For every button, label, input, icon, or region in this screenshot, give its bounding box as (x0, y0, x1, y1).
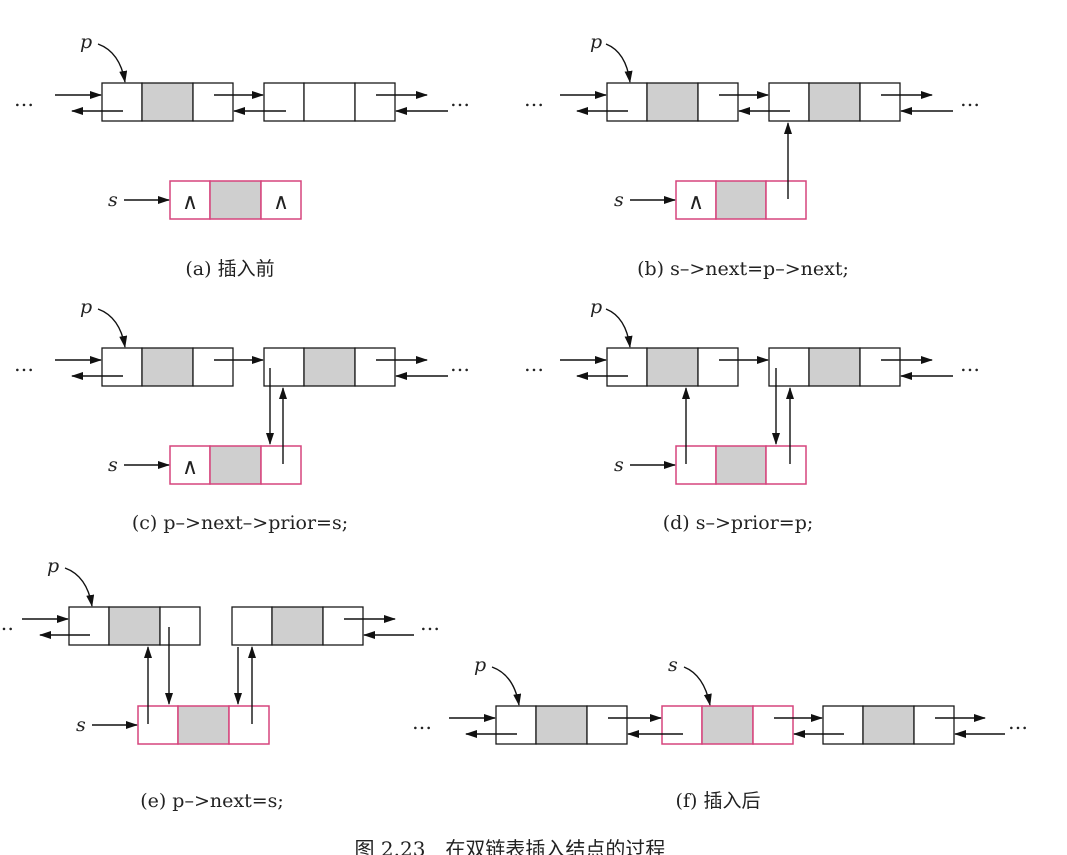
ellipsis-left: … (14, 352, 34, 376)
p-pointer-arrow (605, 308, 633, 348)
s-label: s (76, 714, 86, 736)
p-label: p (474, 654, 486, 676)
null-next: ∧ (273, 190, 289, 215)
node-s (169, 180, 302, 220)
s-label: s (108, 189, 118, 211)
ellipsis-right: … (960, 352, 980, 376)
node-p (68, 606, 201, 646)
panel-c-caption: (c) p–>next–>prior=s; (132, 512, 348, 534)
p-label: p (80, 31, 92, 53)
panel-a-caption: (a) 插入前 (185, 258, 274, 280)
node-s (661, 705, 794, 745)
panel-d: … … p s (d) s–>prior=p; (524, 296, 980, 534)
ellipsis-right: … (450, 352, 470, 376)
s-label: s (668, 654, 678, 676)
node-next (231, 606, 364, 646)
panel-b-caption: (b) s–>next=p–>next; (637, 258, 849, 280)
node-p (101, 347, 234, 387)
ellipsis-left: … (524, 352, 544, 376)
p-pointer-arrow (605, 43, 633, 83)
p-label: p (590, 296, 602, 318)
figure-caption: 图 2.23 在双链表插入结点的过程 (355, 837, 666, 855)
ellipsis-right: … (420, 611, 440, 635)
panel-e-caption: (e) p–>next=s; (140, 790, 284, 812)
panel-f: … … p s (f) 插入后 (412, 654, 1028, 812)
panel-c: … … p ∧ s (c) p–>next–>prior=s; (14, 296, 470, 534)
node-next (263, 347, 396, 387)
panel-b: … … p ∧ s (b) s–>next=p–>next; (524, 31, 980, 280)
node-next (263, 82, 396, 122)
p-pointer-arrow (97, 43, 128, 83)
null-prior: ∧ (688, 190, 704, 215)
ellipsis-left: … (14, 87, 34, 111)
panel-d-caption: (d) s–>prior=p; (663, 512, 814, 534)
node-s (169, 445, 302, 485)
p-label: p (47, 555, 59, 577)
node-s (137, 705, 270, 745)
ellipsis-right: … (960, 87, 980, 111)
p-pointer-arrow (64, 567, 95, 607)
p-label: p (80, 296, 92, 318)
ellipsis-left: … (0, 611, 14, 635)
panel-a: … … p ∧ ∧ s (a) 插入前 (14, 31, 470, 280)
node-s (675, 445, 807, 485)
node-p (606, 82, 739, 122)
s-label: s (614, 454, 624, 476)
panel-f-caption: (f) 插入后 (676, 790, 761, 812)
node-next (822, 705, 955, 745)
s-label: s (108, 454, 118, 476)
ellipsis-left: … (412, 710, 432, 734)
node-s (675, 180, 807, 220)
s-label: s (614, 189, 624, 211)
p-label: p (590, 31, 602, 53)
p-pointer-arrow (97, 308, 128, 348)
null-prior: ∧ (182, 455, 198, 480)
ellipsis-right: … (1008, 710, 1028, 734)
node-p (495, 705, 628, 745)
node-next (768, 347, 901, 387)
ellipsis-left: … (524, 87, 544, 111)
p-pointer-arrow (491, 666, 522, 706)
ellipsis-right: … (450, 87, 470, 111)
null-prior: ∧ (182, 190, 198, 215)
node-next (768, 82, 901, 122)
node-p (101, 82, 234, 122)
panel-e: … … p s (e) p–>next=s; (0, 555, 440, 812)
node-p (606, 347, 739, 387)
s-pointer-arrow (683, 666, 712, 706)
